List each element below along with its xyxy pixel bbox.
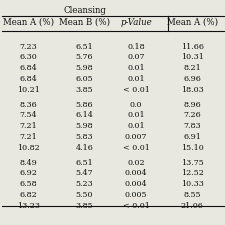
Text: 0.18: 0.18: [127, 43, 145, 51]
Text: 6.30: 6.30: [19, 53, 37, 61]
Text: 8.96: 8.96: [184, 101, 201, 109]
Text: 6.96: 6.96: [183, 75, 201, 83]
Text: 6.51: 6.51: [76, 43, 93, 51]
Text: 15.10: 15.10: [181, 144, 204, 152]
Text: 5.47: 5.47: [76, 169, 93, 178]
Text: 6.84: 6.84: [19, 64, 37, 72]
Text: < 0.01: < 0.01: [123, 86, 150, 94]
Text: 8.36: 8.36: [19, 101, 37, 109]
Text: 5.98: 5.98: [76, 122, 93, 130]
Text: 0.01: 0.01: [127, 122, 145, 130]
Text: 6.91: 6.91: [183, 133, 201, 141]
Text: 6.82: 6.82: [19, 191, 37, 199]
Text: < 0.01: < 0.01: [123, 202, 150, 210]
Text: 6.92: 6.92: [19, 169, 37, 178]
Text: Mean A (%): Mean A (%): [2, 18, 54, 27]
Text: 7.83: 7.83: [184, 122, 201, 130]
Text: 13.75: 13.75: [181, 159, 204, 167]
Text: 0.01: 0.01: [127, 75, 145, 83]
Text: 3.85: 3.85: [76, 202, 93, 210]
Text: 0.004: 0.004: [125, 169, 147, 178]
Text: 6.05: 6.05: [76, 75, 93, 83]
Text: Cleansing: Cleansing: [63, 6, 106, 15]
Text: 12.52: 12.52: [181, 169, 204, 178]
Text: 7.23: 7.23: [19, 43, 37, 51]
Text: 0.004: 0.004: [125, 180, 147, 188]
Text: 10.21: 10.21: [17, 86, 40, 94]
Text: 10.31: 10.31: [181, 53, 204, 61]
Text: 7.54: 7.54: [19, 111, 37, 119]
Text: 0.0: 0.0: [130, 101, 142, 109]
Text: 4.16: 4.16: [75, 144, 93, 152]
Text: Mean B (%): Mean B (%): [59, 18, 110, 27]
Text: 6.14: 6.14: [75, 111, 93, 119]
Text: 0.02: 0.02: [127, 159, 145, 167]
Text: 10.33: 10.33: [181, 180, 204, 188]
Text: 0.01: 0.01: [127, 64, 145, 72]
Text: 8.49: 8.49: [19, 159, 37, 167]
Text: 8.55: 8.55: [184, 191, 201, 199]
Text: 11.66: 11.66: [181, 43, 204, 51]
Text: 5.83: 5.83: [76, 133, 93, 141]
Text: 5.50: 5.50: [76, 191, 93, 199]
Text: p-Value: p-Value: [120, 18, 152, 27]
Text: 7.26: 7.26: [184, 111, 201, 119]
Text: 13.23: 13.23: [17, 202, 40, 210]
Text: 5.23: 5.23: [76, 180, 93, 188]
Text: 21.06: 21.06: [181, 202, 204, 210]
Text: 5.76: 5.76: [76, 53, 93, 61]
Text: 10.82: 10.82: [17, 144, 40, 152]
Text: 6.84: 6.84: [19, 75, 37, 83]
Text: Mean A (%): Mean A (%): [167, 18, 218, 27]
Text: 7.21: 7.21: [19, 122, 37, 130]
Text: 0.07: 0.07: [127, 53, 145, 61]
Text: 6.51: 6.51: [76, 159, 93, 167]
Text: 8.21: 8.21: [184, 64, 201, 72]
Text: 18.03: 18.03: [181, 86, 204, 94]
Text: 0.007: 0.007: [125, 133, 147, 141]
Text: 5.98: 5.98: [76, 64, 93, 72]
Text: 0.005: 0.005: [125, 191, 147, 199]
Text: 6.58: 6.58: [19, 180, 37, 188]
Text: 7.21: 7.21: [19, 133, 37, 141]
Text: 5.86: 5.86: [76, 101, 93, 109]
Text: 0.01: 0.01: [127, 111, 145, 119]
Text: < 0.01: < 0.01: [123, 144, 150, 152]
Text: 3.85: 3.85: [76, 86, 93, 94]
